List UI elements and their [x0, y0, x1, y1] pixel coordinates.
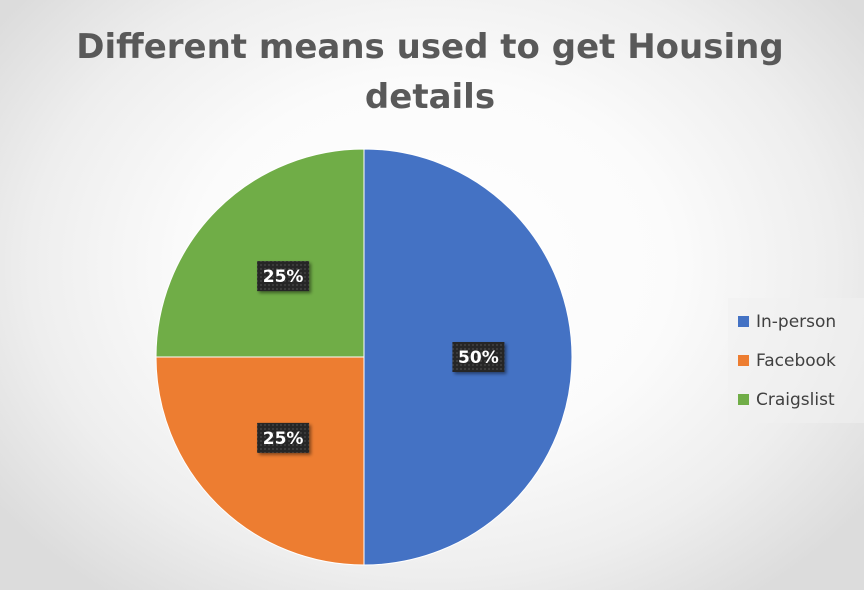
- chart-title: Different means used to get Housing deta…: [76, 27, 784, 117]
- legend-swatch-facebook: [738, 355, 749, 366]
- legend-item-craigslist[interactable]: Craigslist: [734, 380, 858, 419]
- legend-label-facebook: Facebook: [756, 350, 836, 371]
- data-label-facebook: 25%: [257, 422, 310, 453]
- pie-slice-craigslist[interactable]: [155, 148, 365, 358]
- data-label-box: [257, 261, 310, 292]
- data-label-box: [257, 422, 310, 453]
- legend-label-in-person: In-person: [756, 311, 837, 332]
- data-label-text: 50%: [458, 348, 499, 368]
- legend-swatch-in-person: [738, 316, 749, 327]
- pie-slice-facebook[interactable]: [155, 356, 365, 566]
- data-label-text: 25%: [263, 267, 304, 287]
- legend-item-facebook[interactable]: Facebook: [734, 341, 858, 380]
- legend-label-craigslist: Craigslist: [756, 389, 835, 410]
- data-label-craigslist: 25%: [257, 261, 310, 292]
- data-label-text: 25%: [263, 429, 304, 449]
- legend: In-person Facebook Craigslist: [728, 298, 864, 423]
- legend-item-in-person[interactable]: In-person: [734, 302, 858, 341]
- data-label-in-person: 50%: [452, 342, 505, 372]
- legend-swatch-craigslist: [738, 394, 749, 405]
- data-label-box: [452, 342, 505, 372]
